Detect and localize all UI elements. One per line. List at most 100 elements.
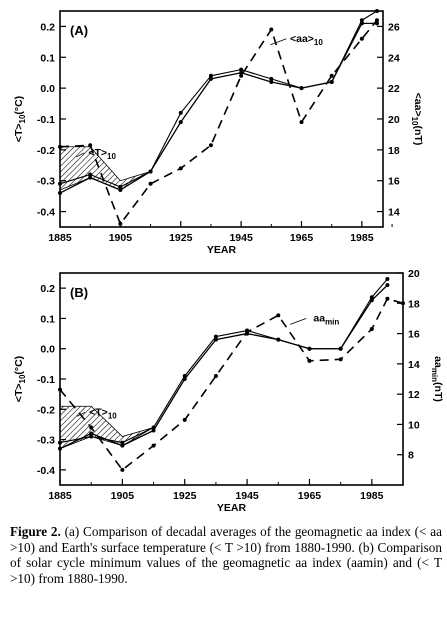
panel-a-series-1-point (118, 187, 123, 192)
panel-b-annotation-leader (289, 318, 307, 325)
figure-caption: Figure 2. (a) Comparison of decadal aver… (10, 524, 442, 586)
panel-b-annotation-leader (76, 411, 86, 417)
panel-a-series-3-point (58, 144, 62, 149)
panel-a-y-right-tick-label: 18 (388, 145, 400, 157)
panel-b-panel-label: (B) (70, 285, 88, 300)
panel-a-series-3-point (329, 73, 334, 78)
panel-b-y-left-tick-label: -0.3 (37, 435, 55, 447)
panel-a-series-3-point (269, 27, 274, 32)
panel-b-series-3-point (276, 313, 281, 318)
panel-b-series-2-point (213, 334, 218, 339)
panel-b-series-1-point (120, 443, 125, 448)
panel-a-series-1-point (239, 70, 244, 75)
panel-a-series-2-point (359, 18, 364, 23)
panel-b-y-left-tick-label: 0.0 (40, 344, 55, 356)
panel-b-series-3-point (89, 425, 94, 430)
chart-canvas: 1885 1905 1925 1945 1965 1985 0.2 0.1 0.0 -0.1 -0.… (13, 9, 444, 514)
panel-a-y-left-tick-label: 0.0 (40, 83, 55, 95)
panel-b-y-right-tick-label: 20 (408, 268, 420, 280)
panel-a-series-3-point (374, 18, 379, 23)
panel-a-y-right-tick-label: 16 (388, 176, 400, 188)
panel-a-y-left-tick-label: 0.1 (40, 52, 55, 64)
panel-b-series-3-point (401, 301, 405, 306)
panel-b-series-3-point (182, 417, 187, 422)
panel-b-y-right-tick-label: 10 (408, 419, 420, 431)
panel-b-series-2-point (385, 277, 390, 282)
panel-a-annotation-aa: <aa>10 (290, 33, 323, 47)
panel-b-series-2-point (307, 346, 312, 351)
panel-a-annotation-leader (75, 152, 85, 158)
panel-a-annotation-leader (270, 38, 287, 46)
panel-a-series-2-point (118, 184, 123, 189)
panel-a-y-left-tick-label: 0.2 (40, 21, 55, 33)
panel-a-series-2-point (374, 9, 379, 13)
panel-a-series-3-point (299, 120, 304, 125)
panel-a-series-1-point (88, 175, 93, 180)
panel-b-plot-frame (59, 272, 404, 486)
panel-b-y-right-axis-label: aamin(nT) (430, 356, 444, 402)
panel-b-series-3-point (369, 327, 374, 332)
panel-b-series-1-point (151, 428, 156, 433)
panel-a-series-2-point (58, 181, 62, 186)
panel-a-series-2-line (59, 10, 378, 188)
panel-b-x-tick-label: 1985 (360, 490, 384, 502)
panel-b-y-right-tick-label: 16 (408, 329, 420, 341)
panel-b-series-3-point (307, 358, 312, 363)
panel-b-y-right-tick-label: 12 (408, 389, 420, 401)
panel-b-series-2-point (182, 373, 187, 378)
panel-b-series-2-point (338, 346, 343, 351)
panel-a-y-left-tick-label: -0.2 (37, 145, 55, 157)
panel-a-series-3-line (59, 19, 378, 225)
panel-a-series-3-point (118, 221, 123, 226)
panel-b-x-tick-label: 1925 (173, 490, 197, 502)
panel-a-series-2-point (299, 86, 304, 91)
panel-a-annotation-t: <T>10 (88, 147, 116, 161)
panel-b-series-2-point (58, 440, 62, 445)
panel-b-series-2-point (369, 295, 374, 300)
panel-a-series-1-point (178, 120, 183, 125)
panel-a-series-3-point (239, 73, 244, 78)
panel-b-x-tick-label: 1885 (48, 490, 72, 502)
panel-a-y-left-tick-label: -0.4 (37, 207, 55, 219)
panel-b-series-1-point (58, 446, 62, 451)
panel-b-y-right-tick-label: 18 (408, 298, 420, 310)
panel-b-y-left-tick-label: -0.2 (37, 404, 55, 416)
panel-b-series-3-point (58, 387, 62, 392)
panel-a-y-left-axis-label: <T>10(°C) (13, 96, 27, 142)
panel-b-series-2-point (120, 440, 125, 445)
panel-a-series-2-point (178, 110, 183, 115)
panel-b-x-tick-label: 1965 (298, 490, 322, 502)
panel-b-y-left-tick-label: 0.2 (40, 283, 55, 295)
panel-a-y-right-axis-label: <aa>10(nT) (410, 93, 424, 146)
panel-a-y-left-tick-label: -0.1 (37, 114, 55, 126)
panel-a-series-3-point (178, 166, 183, 171)
panel-a-series-1-point (58, 191, 62, 196)
panel-a-y-right-tick-label: 14 (388, 207, 400, 219)
panel-a-series-3-point (88, 143, 93, 148)
panel-b-y-left-tick-label: -0.1 (37, 374, 55, 386)
panel-b-series-3-point (385, 296, 390, 301)
panel-a-x-tick-label: 1925 (169, 232, 193, 244)
panel-a-series-2-point (88, 172, 93, 177)
panel-a-y-left-tick-label: -0.3 (37, 176, 55, 188)
caption-text: (a) Comparison of decadal averages of th… (10, 524, 442, 586)
panel-b-x-axis-label: YEAR (217, 502, 247, 514)
panel-b-series-3-point (120, 467, 125, 472)
panel-b-series-2-point (151, 425, 156, 430)
panel-a-y-right-tick-label: 22 (388, 83, 400, 95)
panel-a-series-3-point (148, 181, 153, 186)
panel-a-x-tick-label: 1885 (48, 232, 72, 244)
panel-b-series-3-point (151, 443, 156, 448)
panel-b-annotation-t: <T>10 (89, 406, 117, 420)
panel-b-x-tick-label: 1905 (111, 490, 135, 502)
panel-a-x-tick-label: 1905 (109, 232, 133, 244)
panel-a-panel-label: (A) (70, 23, 88, 38)
panel-a-y-right-tick-label: 26 (388, 21, 400, 33)
panel-b-series-3-point (213, 373, 218, 378)
panel-a-series-2-point (239, 67, 244, 72)
panel-a-y-right-tick-label: 20 (388, 114, 400, 126)
panel-a-series-3-point (208, 143, 213, 148)
panel-a-x-axis-label: YEAR (207, 244, 237, 256)
panel-a-series-2-point (208, 73, 213, 78)
